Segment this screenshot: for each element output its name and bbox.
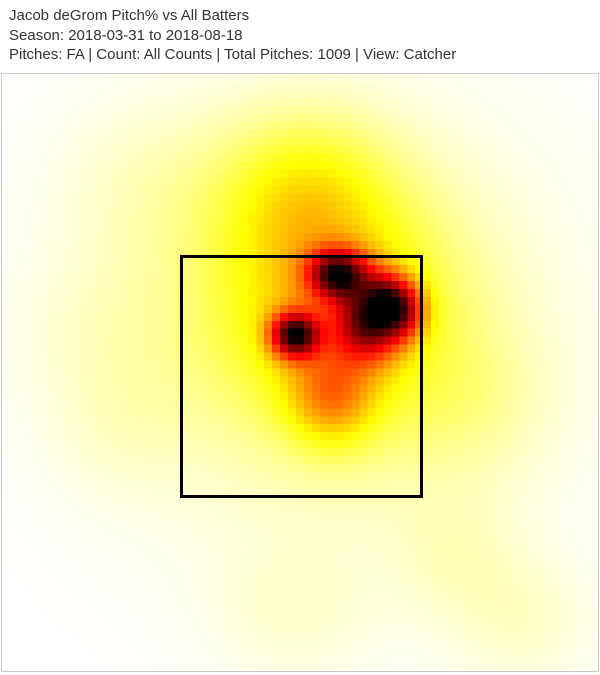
chart-filters-subtitle: Pitches: FA | Count: All Counts | Total … — [9, 46, 457, 63]
chart-title: Jacob deGrom Pitch% vs All Batters — [9, 7, 250, 24]
heatmap-plot — [1, 73, 599, 672]
chart-season-subtitle: Season: 2018-03-31 to 2018-08-18 — [9, 26, 243, 44]
heatmap-canvas — [2, 74, 598, 671]
chart-header: Jacob deGrom Pitch% vs All Batters Seaso… — [0, 0, 600, 65]
